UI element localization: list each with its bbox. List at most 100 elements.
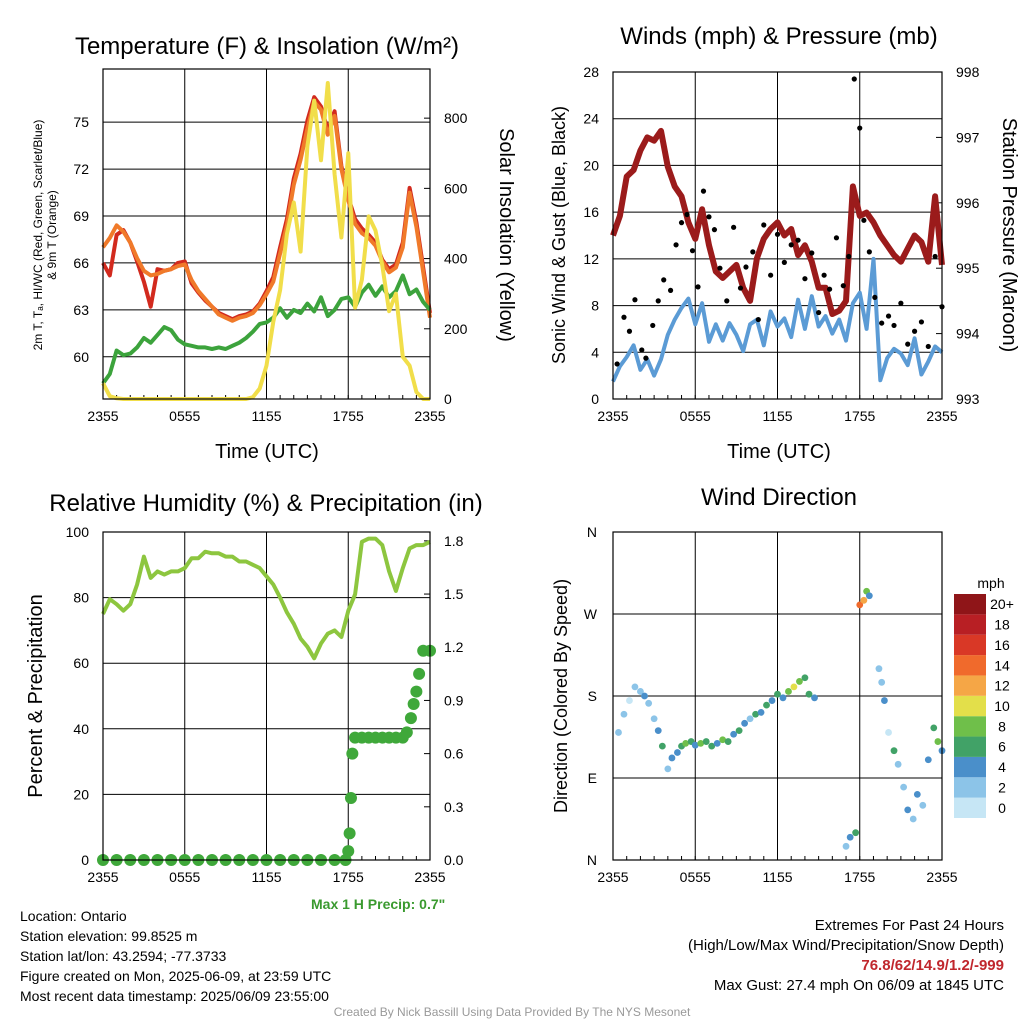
direction-point — [774, 690, 781, 698]
rh-x-tick-label: 2355 — [87, 869, 118, 885]
direction-point — [875, 665, 883, 673]
direction-point — [654, 727, 662, 735]
colorbar-swatch — [954, 614, 986, 635]
wind-y-label: Sonic Wind & Gust (Blue, Black) — [549, 106, 569, 364]
rh-panel-title: Relative Humidity (%) & Precipitation (i… — [49, 490, 482, 517]
colorbar-swatch — [954, 594, 986, 615]
rh-plot: 2355 0555 1155 1755 23550204060801000.00.30.… — [66, 524, 464, 885]
direction-point — [801, 674, 809, 682]
wind-series2-point — [700, 188, 707, 194]
wind-y-tick-label: 8 — [591, 298, 599, 314]
direction-point — [631, 683, 639, 691]
wind-frame — [612, 71, 943, 400]
temp-frame — [102, 68, 431, 400]
colorbar-swatch — [954, 634, 986, 656]
direction-point — [645, 699, 653, 707]
wind-series2-point — [879, 320, 885, 326]
direction-point — [719, 736, 727, 744]
wind-series2-point — [891, 322, 897, 329]
wind-series2-point — [695, 284, 701, 290]
dir-plot: 2355 0555 1155 1755 2355NESWN024681012141618… — [584, 524, 1014, 885]
dir-frame — [612, 531, 943, 861]
info-location: Location: Ontario — [20, 908, 127, 924]
direction-point — [842, 842, 850, 850]
direction-point — [763, 701, 770, 709]
wind-series2-point — [774, 231, 781, 237]
direction-point — [650, 715, 658, 723]
wind-plot: 2355 0555 1155 1755 235504812162024289939949… — [583, 64, 979, 424]
dir-y-tick-label: N — [587, 852, 597, 868]
rh-y2-tick-label: 1.5 — [444, 586, 464, 602]
direction-point — [785, 688, 792, 695]
wind-series2-point — [861, 217, 867, 223]
rh-series1-point — [413, 667, 426, 680]
wind-series2-point — [788, 242, 794, 248]
rh-y-tick-label: 0 — [81, 852, 89, 868]
wind-series2-point — [821, 272, 827, 278]
wind-series2-point — [655, 298, 661, 304]
wind-y2-tick-label: 998 — [956, 64, 980, 80]
direction-point — [878, 678, 886, 686]
colorbar-label: 18 — [994, 617, 1010, 633]
temp-y2-tick-label: 800 — [444, 110, 468, 126]
direction-point — [615, 729, 622, 736]
dir-y-tick-label: W — [584, 606, 598, 622]
direction-point — [779, 694, 787, 702]
temp-y2-tick-label: 600 — [444, 180, 468, 196]
rh-series1-point — [400, 726, 413, 739]
wind-series2-point — [840, 283, 846, 289]
direction-point — [697, 739, 705, 747]
dir-x-tick-label: 0555 — [680, 869, 711, 885]
rh-x-tick-label: 1755 — [333, 869, 364, 885]
rh-y2-tick-label: 0.9 — [444, 692, 464, 708]
rh-y-tick-label: 80 — [73, 590, 89, 606]
direction-point — [904, 806, 912, 814]
dir-y-tick-label: E — [588, 770, 597, 786]
wind-x-tick-label: 0555 — [680, 408, 711, 424]
wind-series2-point — [731, 224, 737, 230]
temp-series1-line — [101, 99, 432, 323]
direction-point — [805, 690, 813, 698]
direction-point — [735, 727, 743, 735]
rh-x-tick-label: 1155 — [251, 869, 281, 885]
rh-frame — [102, 531, 431, 861]
dir-y-tick-label: N — [587, 524, 597, 540]
colorbar-swatch — [954, 797, 986, 818]
wind-series2-point — [925, 343, 931, 350]
wind-series2-point — [667, 287, 674, 293]
direction-point — [668, 754, 676, 762]
rh-y-tick-label: 20 — [73, 786, 89, 802]
direction-point — [894, 760, 902, 768]
direction-point — [730, 730, 738, 738]
temp-x-tick-label: 1755 — [333, 408, 364, 424]
colorbar-swatch — [954, 655, 986, 676]
temp-x-tick-label: 2355 — [87, 408, 118, 424]
colorbar-label: 14 — [994, 657, 1010, 673]
rh-x-tick-label: 0555 — [169, 869, 200, 885]
temp-y-label-2: & 9m T (Orange) — [45, 190, 59, 280]
temp-series2-line — [101, 273, 432, 385]
direction-point — [658, 742, 666, 750]
wind-y2-tick-label: 995 — [956, 260, 980, 276]
direction-point — [934, 738, 942, 745]
dir-y-label: Direction (Colored By Speed) — [551, 579, 571, 813]
colorbar-label: 0 — [998, 800, 1006, 816]
max-precip-note: Max 1 H Precip: 0.7" — [311, 896, 446, 912]
direction-point — [741, 719, 748, 727]
rh-series1-point — [342, 845, 355, 858]
rh-y2-tick-label: 0.6 — [444, 746, 464, 762]
wind-x-tick-label: 1755 — [844, 408, 875, 424]
rh-series1-point — [410, 685, 423, 698]
direction-point — [900, 783, 908, 791]
rh-y2-tick-label: 1.8 — [444, 533, 464, 549]
rh-y-tick-label: 100 — [66, 524, 90, 540]
temp-x-tick-label: 0555 — [169, 408, 200, 424]
wind-series2-point — [626, 328, 633, 334]
direction-point — [790, 683, 798, 691]
direction-point — [702, 738, 710, 745]
temp-y-tick-label: 72 — [73, 161, 89, 177]
extremes-block: Extremes For Past 24 Hours (High/Low/Max… — [688, 916, 1004, 996]
wind-series2-point — [809, 250, 815, 256]
wind-series2-point — [750, 249, 756, 255]
